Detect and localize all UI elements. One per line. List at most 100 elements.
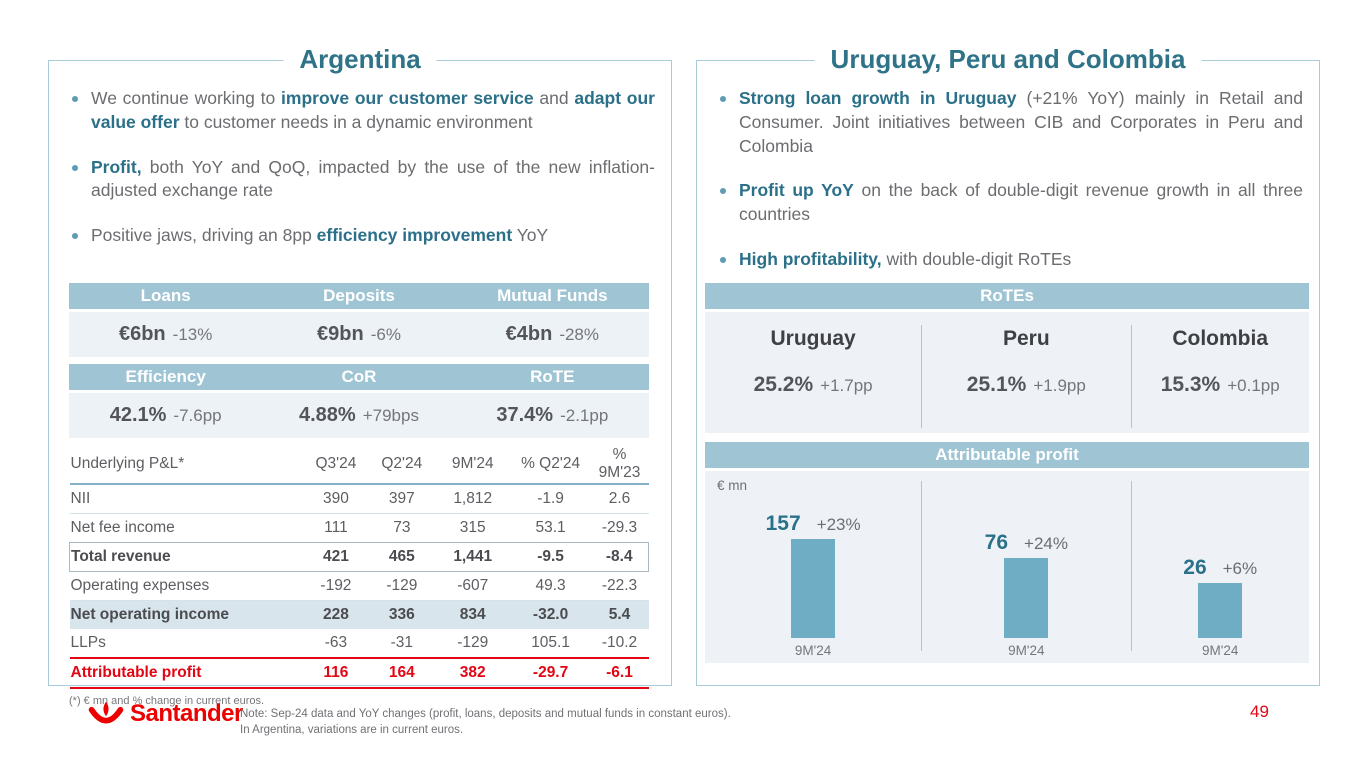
cell: 421	[302, 542, 369, 572]
bar-labels: 26 +6%	[1183, 556, 1257, 580]
bar-x-label: 9M'24	[1008, 643, 1045, 658]
kpi-header-cor: CoR	[341, 367, 377, 386]
pnl-header-pct-q2: % Q2'24	[510, 445, 591, 485]
efficiency-value: 42.1%	[109, 404, 167, 426]
cell: -31	[390, 634, 414, 651]
row-label: Operating expenses	[69, 571, 303, 601]
pnl-row-net-fee-income: Net fee income 111 73 315 53.1 -29.3	[70, 514, 649, 543]
cell: -63	[324, 634, 348, 651]
pnl-row-llps: LLPs -63 -31 -129 105.1 -10.2	[70, 629, 649, 658]
bar-labels: 157 +23%	[766, 512, 861, 536]
bar-value: 26	[1183, 556, 1207, 579]
bar-change: +23%	[816, 515, 861, 534]
rotes-peru: Peru 25.1% +1.9pp	[921, 312, 1131, 433]
chart-unit-label: € mn	[717, 478, 748, 493]
bar-uruguay	[791, 539, 836, 638]
attributable-profit-band: Attributable profit	[705, 442, 1309, 468]
rote-change: +0.1pp	[1227, 376, 1280, 395]
pnl-footnote: (*) € mn and % change in current euros.	[69, 695, 265, 707]
kpi-volumes-header: Loans Deposits Mutual Funds	[69, 283, 649, 309]
kpi-efficiency-value: 42.1% -7.6pp	[69, 404, 262, 427]
cor-value: 4.88%	[299, 404, 356, 426]
bullet-text-bold: Strong loan growth in Uruguay	[739, 88, 1017, 108]
underlying-pnl-section: Underlying P&L* Q3'24 Q2'24 9M'24 % Q2'2…	[68, 445, 649, 707]
efficiency-change: -7.6pp	[173, 406, 222, 425]
kpi-header-mutual-funds: Mutual Funds	[497, 286, 608, 305]
rotes-colombia: Colombia 15.3% +0.1pp	[1131, 312, 1309, 433]
row-label: LLPs	[70, 634, 106, 651]
row-label: Total revenue	[68, 542, 303, 572]
kpi-volumes-values: €6bn -13% €9bn -6% €4bn -28%	[69, 312, 649, 357]
bar-x-label: 9M'24	[794, 643, 832, 658]
rote-value-row: 25.1% +1.9pp	[967, 373, 1086, 397]
deposits-change: -6%	[370, 325, 401, 344]
kpi-header-rote: RoTE	[530, 367, 575, 386]
pnl-header-row: Underlying P&L* Q3'24 Q2'24 9M'24 % Q2'2…	[69, 445, 649, 485]
cell: 382	[434, 657, 511, 689]
bullet-loan-growth: Strong loan growth in Uruguay (+21% YoY)…	[711, 87, 1303, 158]
rote-value-row: 25.2% +1.7pp	[754, 373, 873, 397]
rote-value: 25.2%	[753, 373, 814, 396]
rote-value: 15.3%	[1160, 373, 1221, 396]
footer-note: Note: Sep-24 data and YoY changes (profi…	[240, 706, 731, 738]
bullet-text: on the back of double-digit revenue grow…	[739, 180, 1303, 225]
kpi-rote-value: 37.4% -2.1pp	[456, 404, 649, 427]
cell: -29.3	[601, 519, 638, 536]
attributable-profit-chart: € mn 157 +23% 9M'24 76 +24% 9M'24 26 +6% 9M…	[705, 471, 1309, 663]
rote-value-row: 15.3% +0.1pp	[1161, 373, 1280, 397]
cell: -129	[457, 634, 489, 651]
kpi-table-volumes: Loans Deposits Mutual Funds €6bn -13% €9b…	[69, 283, 649, 357]
kpi-mutual-funds-value: €4bn -28%	[456, 323, 649, 346]
bar-value: 76	[984, 531, 1009, 554]
pnl-row-nii: NII 390 397 1,812 -1.9 2.6	[69, 484, 649, 514]
bullet-text: (+21% YoY) mainly in Retail and Consumer…	[739, 88, 1304, 156]
pnl-row-net-operating-income: Net operating income 228 336 834 -32.0 5.4	[69, 600, 649, 629]
argentina-bullets: We continue working to improve our custo…	[63, 87, 655, 248]
cell: 465	[368, 542, 435, 572]
bullet-text: YoY	[512, 225, 549, 246]
bar-value: 157	[765, 512, 801, 535]
bullet-text-bold: High profitability,	[739, 248, 882, 269]
kpi-table-ratios: Efficiency CoR RoTE 42.1% -7.6pp 4.88% +79…	[69, 364, 649, 438]
country-label: Colombia	[1172, 327, 1269, 350]
mutual-funds-change: -28%	[559, 325, 599, 344]
bar-change: +24%	[1024, 534, 1068, 553]
uruguay-peru-colombia-panel: Uruguay, Peru and Colombia Strong loan g…	[696, 42, 1320, 686]
cell: -22.3	[590, 571, 649, 601]
page-number: 49	[1250, 702, 1269, 721]
pnl-row-attributable-profit: Attributable profit 116 164 382 -29.7 -6.1	[69, 657, 649, 689]
bullet-text: both YoY and QoQ, impacted by the use of…	[91, 156, 655, 201]
footer-note-line1: Note: Sep-24 data and YoY changes (profi…	[240, 708, 731, 720]
bullet-text: and	[533, 88, 575, 108]
bullet-text-bold: improve our customer service	[281, 88, 534, 108]
rotes-section: RoTEs Uruguay 25.2% +1.7pp Peru 25.1% +1.9…	[705, 283, 1309, 433]
kpi-header-loans: Loans	[140, 286, 191, 305]
cell: 111	[324, 519, 348, 536]
cell: -9.5	[510, 542, 591, 572]
argentina-title: Argentina	[283, 42, 437, 76]
cell: 390	[302, 484, 369, 514]
cell: 49.3	[510, 571, 591, 601]
mutual-funds-value: €4bn	[505, 323, 553, 345]
bullet-profit-up: Profit up YoY on the back of double-digi…	[711, 179, 1303, 227]
cell: 1,441	[434, 542, 511, 572]
row-label: Attributable profit	[69, 657, 303, 689]
underlying-pnl-table: Underlying P&L* Q3'24 Q2'24 9M'24 % Q2'2…	[68, 445, 649, 689]
pnl-header-9m24: 9M'24	[434, 445, 511, 485]
cell: 1,812	[434, 484, 511, 514]
cell: -8.4	[590, 542, 649, 572]
santander-flame-icon	[88, 701, 124, 723]
bullet-text: We continue working to	[91, 88, 282, 108]
upc-title: Uruguay, Peru and Colombia	[814, 42, 1202, 76]
rotes-uruguay: Uruguay 25.2% +1.7pp	[705, 312, 921, 433]
cell: -10.2	[601, 634, 638, 651]
profit-bar-uruguay: 157 +23% 9M'24	[705, 471, 921, 663]
bullet-customer-service: We continue working to improve our custo…	[63, 87, 655, 135]
argentina-panel: Argentina We continue working to improve…	[48, 42, 672, 707]
profit-bar-colombia: 26 +6% 9M'24	[1131, 471, 1309, 663]
bar-peru	[1004, 558, 1049, 638]
cell: 2.6	[590, 484, 649, 514]
profit-bar-peru: 76 +24% 9M'24	[921, 471, 1131, 663]
bullet-high-profitability: High profitability, with double-digit Ro…	[711, 248, 1303, 272]
cell: 834	[434, 600, 511, 629]
